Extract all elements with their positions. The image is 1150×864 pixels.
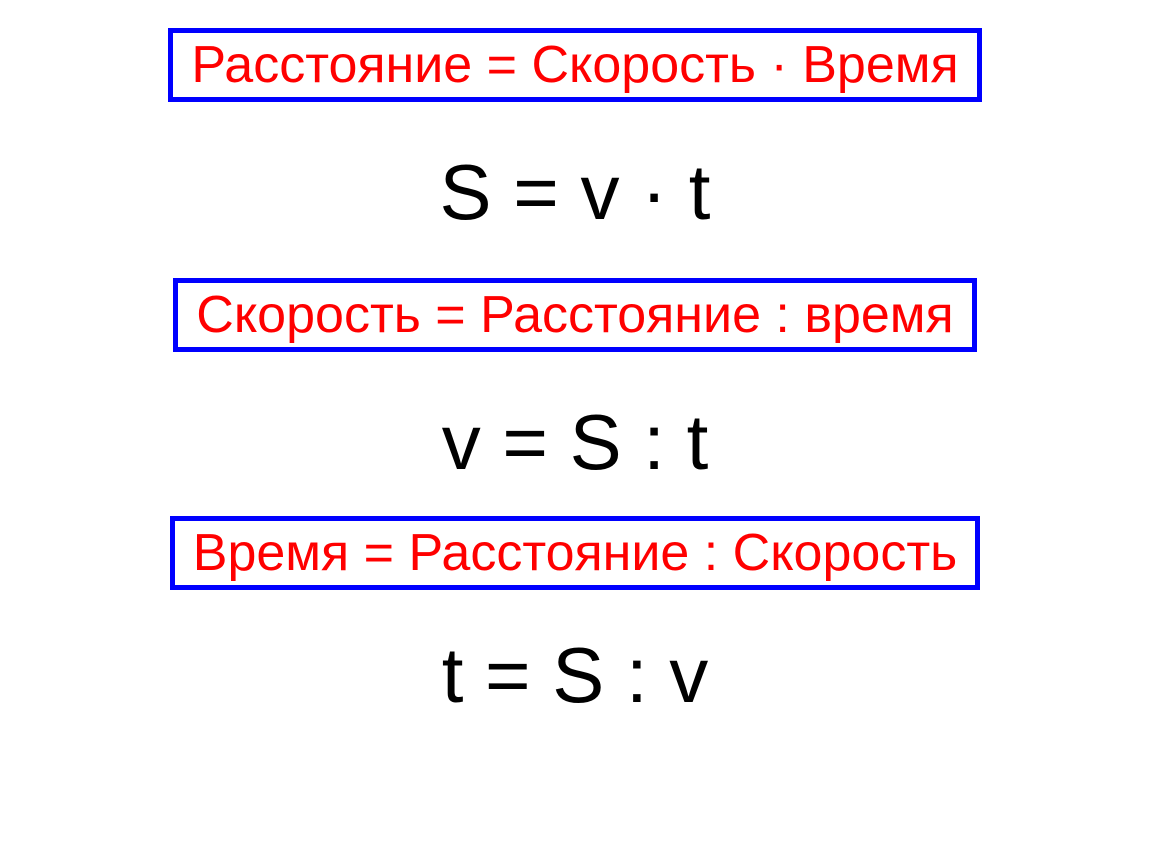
speed-word-formula-box: Скорость = Расстояние : время: [173, 278, 976, 352]
time-word-formula: Время = Расстояние : Скорость: [193, 524, 957, 582]
distance-word-formula: Расстояние = Скорость · Время: [191, 36, 958, 94]
speed-word-formula: Скорость = Расстояние : время: [196, 286, 953, 344]
distance-word-formula-box: Расстояние = Скорость · Время: [168, 28, 981, 102]
time-word-formula-box: Время = Расстояние : Скорость: [170, 516, 980, 590]
time-symbol-formula: t = S : v: [442, 630, 709, 721]
speed-symbol-formula: v = S : t: [442, 397, 709, 488]
distance-symbol-formula: S = v · t: [440, 147, 711, 238]
